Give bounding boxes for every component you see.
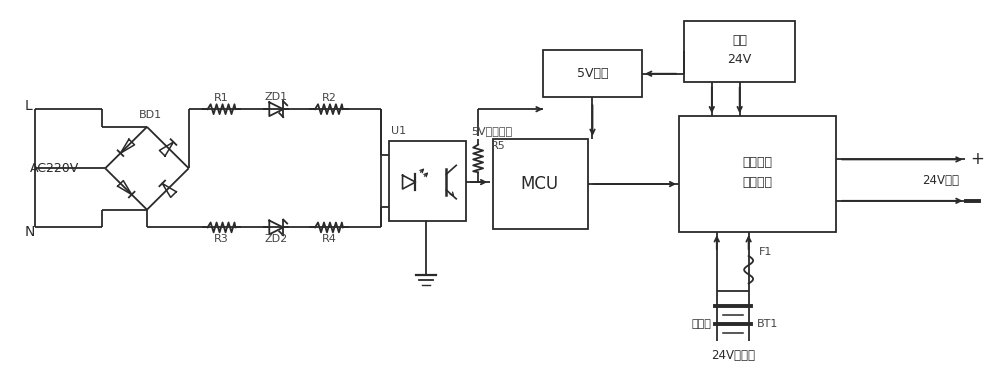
Text: 24V输出: 24V输出 [922, 174, 959, 186]
Bar [543, 50, 642, 97]
Text: BT1: BT1 [757, 319, 778, 329]
Text: ZD2: ZD2 [265, 234, 288, 244]
Text: 24V: 24V [728, 53, 752, 67]
Text: 转换电路: 转换电路 [743, 176, 773, 189]
Text: 主、备电: 主、备电 [743, 156, 773, 169]
Text: 保险丝: 保险丝 [692, 319, 712, 329]
Bar [679, 116, 836, 232]
Text: L: L [25, 99, 32, 113]
Text: AC220V: AC220V [30, 162, 79, 175]
Text: R5: R5 [491, 141, 506, 151]
Text: 5V稳压: 5V稳压 [577, 67, 608, 80]
Text: F1: F1 [759, 247, 772, 257]
Text: 主电: 主电 [732, 34, 747, 47]
Text: U1: U1 [391, 126, 406, 136]
Bar [684, 21, 795, 82]
Text: ZD1: ZD1 [265, 92, 288, 102]
Bar [389, 141, 466, 221]
Text: BD1: BD1 [138, 110, 162, 120]
Text: R2: R2 [322, 93, 336, 103]
Text: +: + [970, 150, 984, 168]
Text: 24V电池组: 24V电池组 [711, 349, 755, 362]
Text: MCU: MCU [521, 175, 559, 193]
Bar [493, 139, 588, 229]
Text: R4: R4 [322, 234, 336, 244]
Text: 5V方波输出: 5V方波输出 [471, 126, 512, 136]
Text: R1: R1 [214, 93, 229, 103]
Text: N: N [25, 225, 35, 240]
Text: R3: R3 [214, 234, 229, 244]
